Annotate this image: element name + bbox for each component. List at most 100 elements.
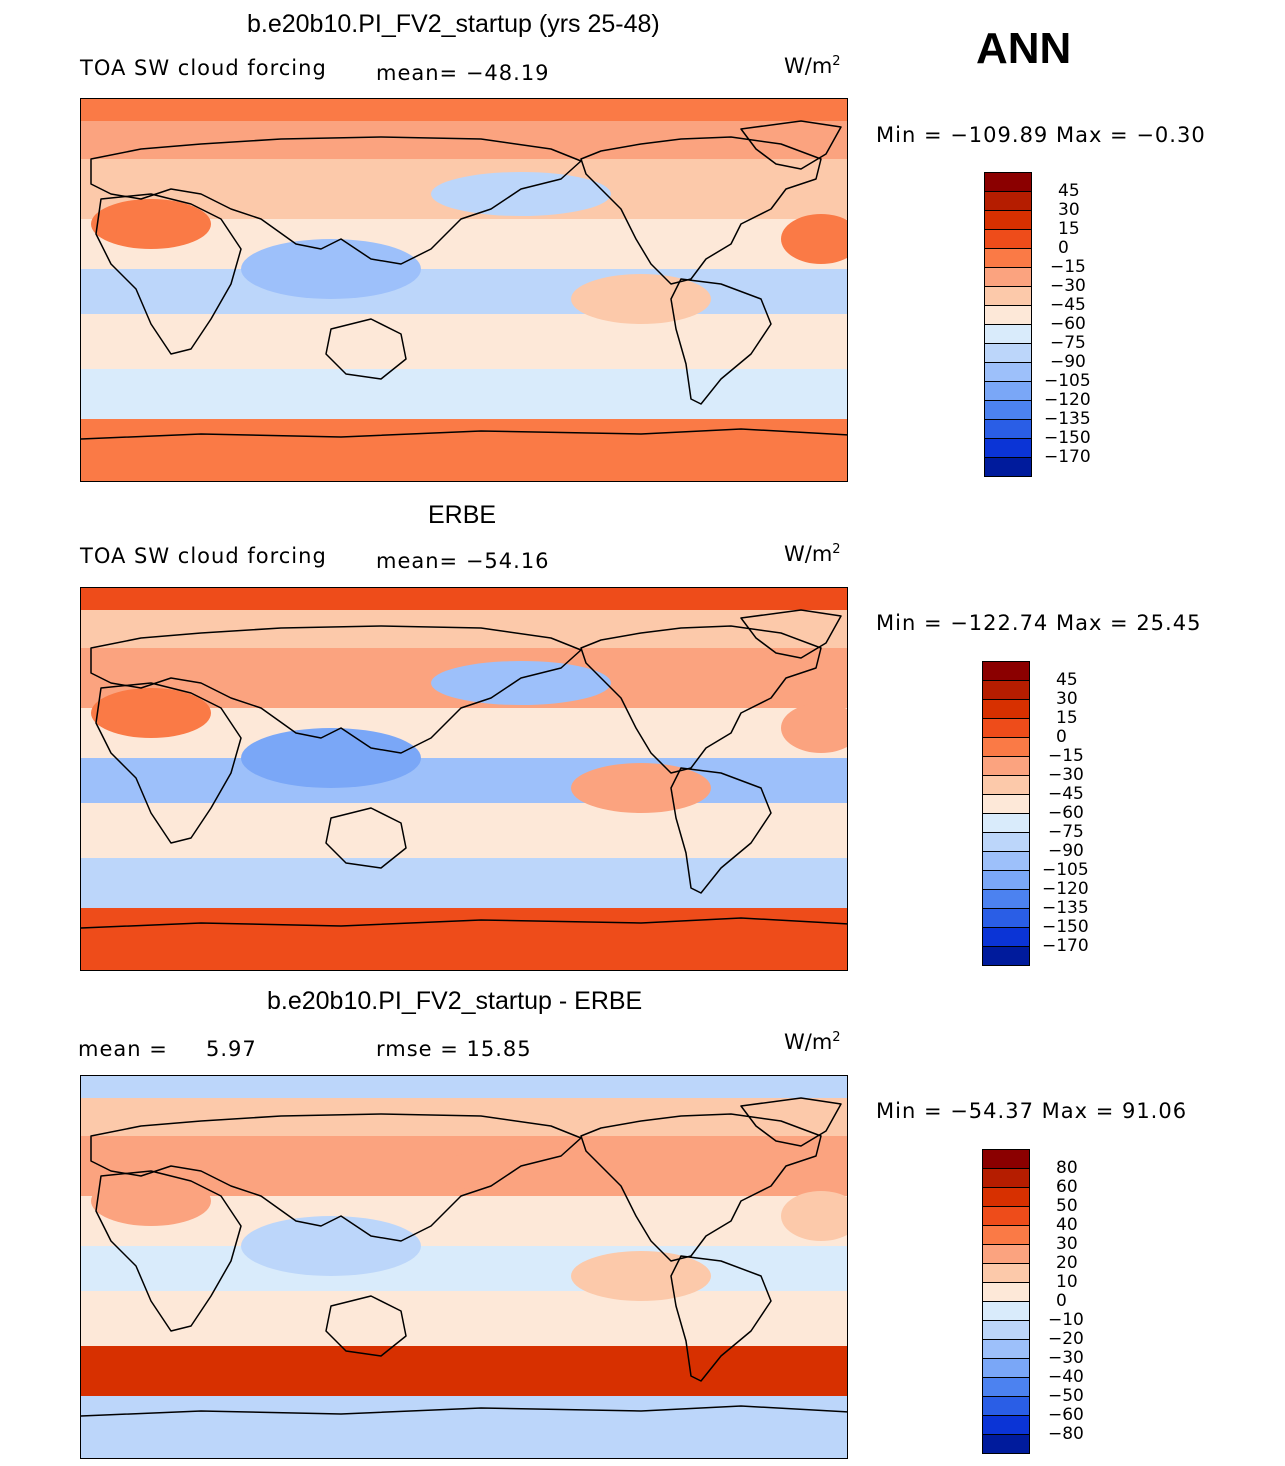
colorbar-label: −90: [1048, 841, 1084, 861]
colorbar-label: −105: [1044, 371, 1091, 391]
colorbar-label: 0: [1058, 238, 1069, 258]
colorbar-label: −30: [1050, 276, 1086, 296]
field-stratus-deck: [571, 1251, 711, 1301]
colorbar-box: [982, 851, 1030, 871]
coastline-na: [580, 1113, 822, 1262]
field-arctic-band: [81, 588, 847, 610]
colorbar-label: −80: [1048, 1424, 1084, 1444]
colorbar-label: −105: [1042, 860, 1089, 880]
field-northern-band: [81, 121, 847, 159]
field-antarctic-band: [81, 1396, 847, 1458]
colorbar-label: 80: [1056, 1158, 1078, 1178]
colorbar-label: −135: [1044, 409, 1091, 429]
colorbar-box: [984, 286, 1032, 306]
colorbar-label: 30: [1056, 689, 1078, 709]
minmax-label-diff: Min = −54.37 Max = 91.06: [876, 1099, 1188, 1123]
colorbar-label: 15: [1056, 708, 1078, 728]
colorbar-label: −135: [1042, 898, 1089, 918]
field-storm-track-band: [81, 1346, 847, 1396]
field-north-pacific: [431, 172, 611, 216]
colorbar-box: [982, 1358, 1030, 1378]
colorbar-box: [982, 946, 1030, 966]
season-label: ANN: [976, 24, 1072, 73]
colorbar-box: [982, 1187, 1030, 1207]
colorbar-box: [984, 381, 1032, 401]
coastline-australia: [325, 318, 407, 380]
colorbar-label: −150: [1042, 917, 1089, 937]
colorbar-box: [984, 229, 1032, 249]
colorbar-label: −75: [1050, 333, 1086, 353]
colorbar-box: [982, 737, 1030, 757]
coastline-eurasia: [90, 1113, 582, 1242]
colorbar-box: [982, 680, 1030, 700]
colorbar-box: [984, 267, 1032, 287]
colorbar-label: 15: [1058, 219, 1080, 239]
colorbar-label: −45: [1048, 784, 1084, 804]
colorbar-label: 45: [1056, 670, 1078, 690]
panel-title-obs: ERBE: [428, 501, 497, 529]
colorbar-label: 20: [1056, 1253, 1078, 1273]
rmse-label-diff: rmse = 15.85: [376, 1037, 532, 1061]
colorbar-label: −40: [1048, 1367, 1084, 1387]
colorbar-label: −75: [1048, 822, 1084, 842]
colorbar-box: [982, 1282, 1030, 1302]
colorbar-box: [984, 419, 1032, 439]
colorbar-box: [984, 324, 1032, 344]
field-north-pacific: [431, 1149, 611, 1193]
map-obs-svg: [81, 588, 847, 970]
colorbar-box: [984, 172, 1032, 192]
colorbar-box: [982, 1339, 1030, 1359]
colorbar-box: [982, 908, 1030, 928]
colorbar-label: −170: [1042, 936, 1089, 956]
colorbar-box: [982, 1225, 1030, 1245]
colorbar-label: −60: [1048, 1405, 1084, 1425]
colorbar-label: −15: [1050, 257, 1086, 277]
colorbar-box: [982, 1396, 1030, 1416]
field-warm-pool: [241, 1216, 421, 1276]
colorbar-box: [984, 210, 1032, 230]
colorbar-label: −170: [1044, 447, 1091, 467]
colorbar-box: [982, 661, 1030, 681]
field-arctic-band: [81, 99, 847, 121]
colorbar-label: −15: [1048, 746, 1084, 766]
field-south-tropic-band: [81, 269, 847, 314]
colorbar-label: −60: [1050, 314, 1086, 334]
colorbar-label: −30: [1048, 765, 1084, 785]
coastline-africa: [95, 193, 242, 355]
colorbar-label: −60: [1048, 803, 1084, 823]
colorbar-box: [982, 794, 1030, 814]
panel-title-diff: b.e20b10.PI_FV2_startup - ERBE: [267, 987, 643, 1015]
colorbar-box: [982, 1206, 1030, 1226]
minmax-label-model: Min = −109.89 Max = −0.30: [876, 123, 1206, 147]
colorbar-label: −30: [1048, 1348, 1084, 1368]
mean-label-model: mean= −48.19: [376, 61, 550, 85]
colorbar-box: [982, 1168, 1030, 1188]
colorbar-box: [982, 699, 1030, 719]
field-atlantic: [781, 1191, 847, 1241]
coastline-africa: [95, 682, 242, 844]
colorbar-box: [982, 1301, 1030, 1321]
colorbar-box: [982, 813, 1030, 833]
colorbar-label: −150: [1044, 428, 1091, 448]
mean-label-diff: mean =: [78, 1037, 168, 1061]
colorbar-box: [982, 1377, 1030, 1397]
variable-label-model: TOA SW cloud forcing: [80, 56, 327, 80]
field-storm-track-band: [81, 369, 847, 419]
colorbar-label: 0: [1056, 727, 1067, 747]
coastline-antarctica: [81, 1405, 847, 1417]
field-sahara: [91, 688, 211, 738]
coastline-australia: [325, 807, 407, 869]
colorbar-box: [982, 927, 1030, 947]
colorbar-label: −45: [1050, 295, 1086, 315]
colorbar-box: [982, 1244, 1030, 1264]
field-warm-pool: [241, 728, 421, 788]
colorbar-box: [982, 756, 1030, 776]
map-model-svg: [81, 99, 847, 481]
colorbar-box: [984, 305, 1032, 325]
colorbar-box: [982, 775, 1030, 795]
colorbar-label: 30: [1056, 1234, 1078, 1254]
map-obs: [80, 587, 848, 971]
panel-title-model: b.e20b10.PI_FV2_startup (yrs 25-48): [247, 10, 660, 38]
field-atlantic: [781, 703, 847, 753]
colorbar-label: −120: [1044, 390, 1091, 410]
